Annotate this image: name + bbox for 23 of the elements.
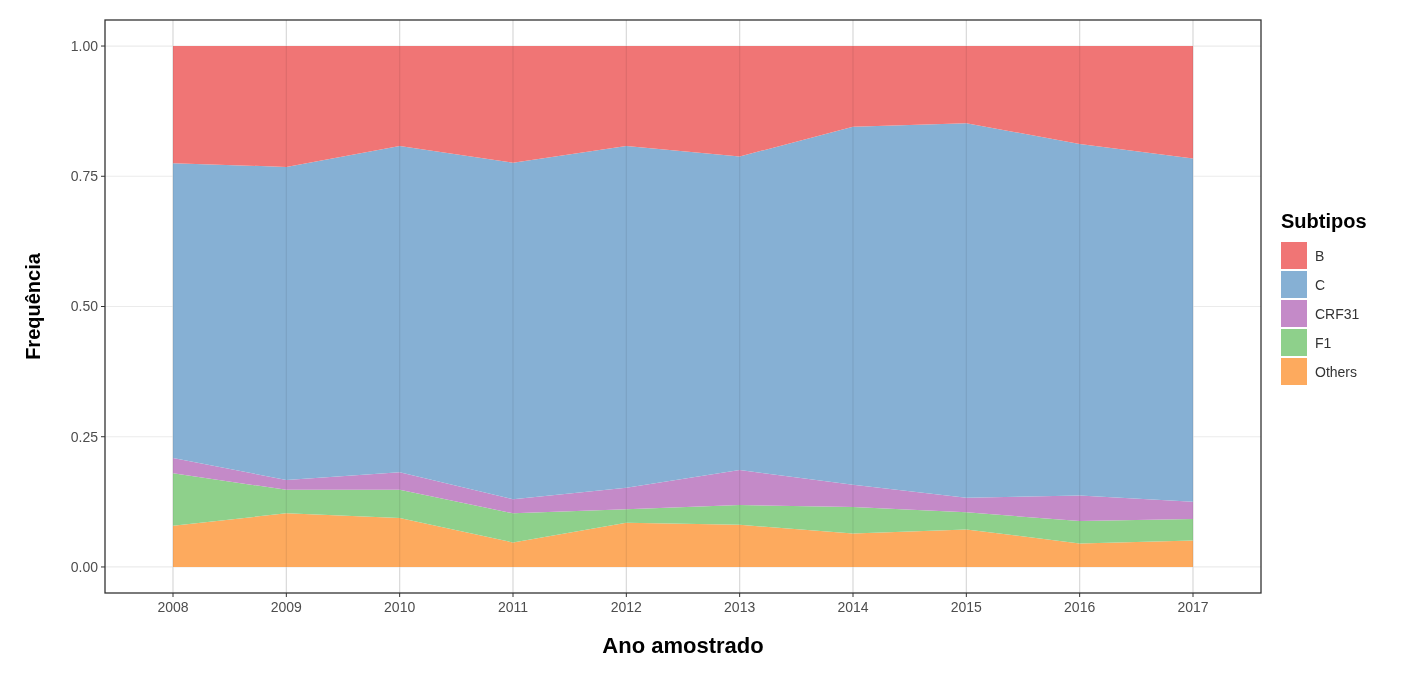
y-tick-label: 0.75	[70, 168, 99, 185]
legend-label: CRF31	[1315, 305, 1360, 322]
x-tick-label: 2011	[497, 599, 529, 615]
x-tick-label: 2013	[724, 599, 756, 615]
x-axis-title: Ano amostrado	[602, 633, 764, 658]
x-tick-label: 2008	[157, 599, 189, 615]
x-tick-label: 2014	[837, 599, 869, 615]
x-tick-label: 2015	[950, 599, 983, 615]
y-axis-title: Frequência	[22, 252, 44, 360]
x-tick-label: 2010	[384, 599, 416, 615]
legend-label: B	[1315, 247, 1325, 264]
y-tick-label: 0.00	[70, 558, 99, 575]
x-tick-label: 2016	[1064, 599, 1096, 615]
y-tick-label: 0.25	[70, 428, 99, 445]
x-tick-label: 2009	[270, 599, 303, 615]
x-tick-label: 2012	[610, 599, 643, 615]
legend-label: C	[1315, 276, 1326, 293]
y-tick-label: 1.00	[70, 37, 99, 54]
legend-label: Others	[1315, 363, 1358, 380]
legend-title: Subtipos	[1281, 210, 1367, 232]
x-tick-label: 2017	[1177, 599, 1209, 615]
y-tick-label: 0.50	[70, 298, 99, 315]
legend-label: F1	[1315, 334, 1332, 351]
